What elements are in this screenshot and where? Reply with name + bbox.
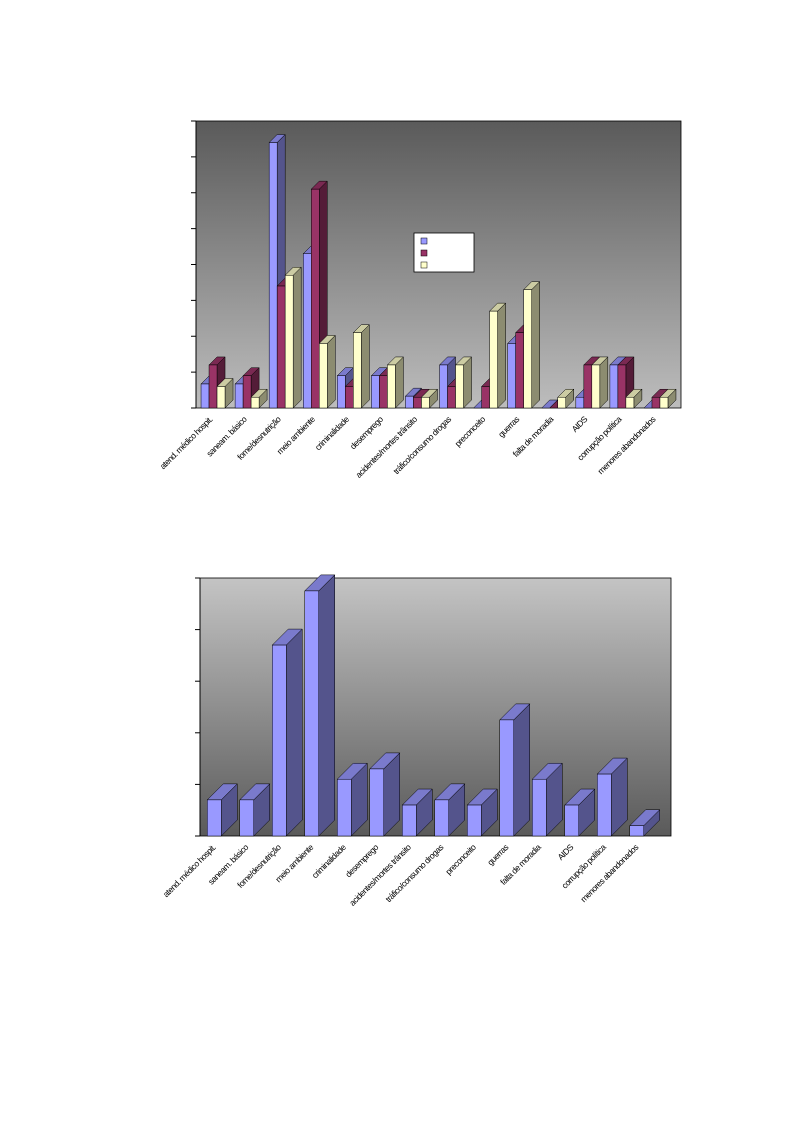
- bar: [405, 395, 414, 409]
- bar: [557, 396, 566, 409]
- bar: [609, 364, 619, 409]
- bar: [532, 778, 547, 837]
- legend-swatch: [420, 237, 428, 245]
- bar: [337, 778, 352, 837]
- bar: [597, 773, 612, 837]
- bar: [276, 285, 286, 409]
- bar: [304, 590, 319, 837]
- bar: [208, 364, 218, 409]
- bar: [242, 375, 252, 409]
- bar: [250, 396, 260, 409]
- bar-side: [513, 703, 530, 837]
- bar: [234, 383, 244, 409]
- bar: [651, 396, 661, 409]
- bar: [625, 396, 635, 409]
- x-tick-label: menores abandonados: [578, 842, 640, 904]
- bar: [515, 332, 524, 409]
- bar: [434, 799, 449, 837]
- bar: [499, 719, 514, 837]
- bar: [575, 396, 585, 409]
- bar: [413, 396, 422, 409]
- x-tick-label: guerras: [485, 842, 510, 867]
- bar: [439, 364, 448, 409]
- bar-side: [531, 281, 540, 409]
- bar-side: [286, 628, 303, 837]
- bar: [467, 804, 482, 837]
- bar: [564, 804, 579, 837]
- bar: [507, 343, 516, 409]
- bar-side: [292, 266, 302, 409]
- bar: [421, 396, 430, 409]
- bar-side: [599, 356, 609, 409]
- x-tick-label: preconceito: [453, 414, 488, 449]
- bar: [591, 364, 601, 409]
- bar: [319, 343, 328, 409]
- bar: [371, 375, 380, 409]
- bar: [337, 375, 346, 409]
- x-tick-label: atend. médico hospit.: [158, 414, 215, 471]
- bar: [284, 275, 294, 409]
- bar: [239, 799, 254, 837]
- bar-side: [361, 324, 370, 409]
- bar: [369, 768, 384, 837]
- bar: [311, 188, 320, 409]
- bar: [447, 386, 456, 409]
- x-tick-label: AIDS: [555, 842, 575, 862]
- bar: [345, 386, 354, 409]
- bar: [629, 825, 644, 837]
- legend-swatch: [420, 249, 428, 257]
- x-tick-label: preconceito: [443, 842, 478, 877]
- bar-side: [395, 356, 404, 409]
- x-tick-label: AIDS: [570, 414, 590, 434]
- bar: [659, 396, 669, 409]
- x-tick-label: menores abandonados: [596, 414, 658, 476]
- bar: [303, 253, 312, 409]
- bar: [207, 799, 222, 837]
- x-tick-label: tráfico/consumo drogas: [383, 842, 445, 904]
- bar: [379, 375, 388, 409]
- bar: [272, 644, 287, 837]
- bar: [481, 386, 490, 409]
- bar-side: [463, 356, 472, 409]
- bar: [489, 310, 498, 409]
- x-tick-label: acidentes/mortes trânsito: [347, 842, 413, 908]
- bar: [353, 332, 362, 409]
- bar-side: [318, 574, 335, 837]
- x-tick-label: criminalidade: [313, 414, 351, 452]
- x-tick-label: tráfico/consumo drogas: [391, 414, 453, 476]
- x-tick-label: criminalidade: [310, 842, 348, 880]
- bar: [455, 364, 464, 409]
- bar-side: [327, 334, 336, 409]
- bar: [387, 364, 396, 409]
- bar: [268, 142, 278, 409]
- bar: [617, 364, 627, 409]
- bar: [402, 804, 417, 837]
- bar-side: [497, 302, 506, 409]
- x-tick-label: acidentes/mortes trânsito: [353, 414, 419, 480]
- x-tick-label: atend. médico hospit.: [161, 842, 218, 899]
- bar: [216, 386, 226, 409]
- bar: [583, 364, 593, 409]
- legend-swatch: [420, 261, 428, 269]
- bar: [523, 289, 532, 409]
- x-tick-label: guerras: [496, 414, 521, 439]
- bar: [200, 383, 210, 409]
